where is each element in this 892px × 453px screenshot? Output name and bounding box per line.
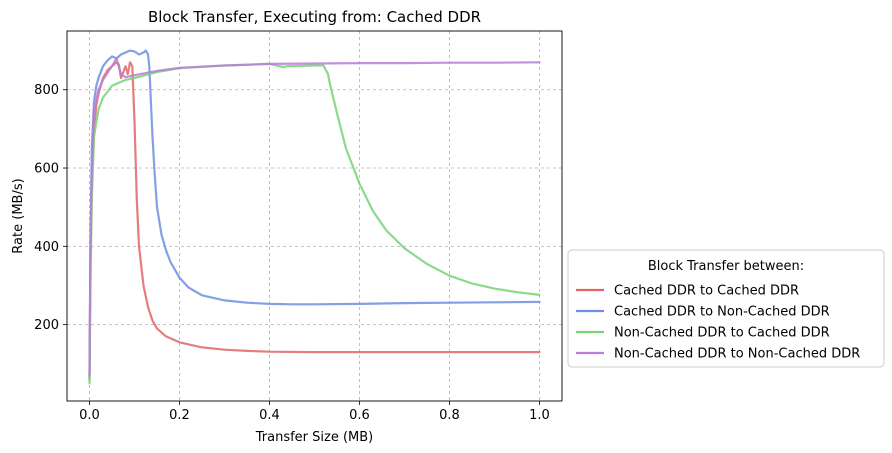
chart-title: Block Transfer, Executing from: Cached D… [148,8,481,26]
x-tick-label: 0.2 [169,408,190,423]
y-axis-title: Rate (MB/s) [11,178,26,253]
series-line [88,62,541,385]
x-tick-label: 1.0 [529,408,550,423]
legend: Block Transfer between: Cached DDR to Ca… [567,249,885,368]
plot-frame [66,30,563,402]
y-tick-label: 800 [34,83,59,98]
grid [67,31,562,401]
x-tick-label: 0.0 [79,408,100,423]
x-axis-title: Transfer Size (MB) [255,430,374,445]
axis-ticks: 0.0 0.2 0.4 0.6 0.8 1.0 200 400 600 800 [34,83,550,423]
series-line [88,49,541,381]
series-line [88,57,541,377]
x-tick-label: 0.6 [349,408,370,423]
legend-label: Cached DDR to Non-Cached DDR [614,305,830,320]
series-line [88,61,541,381]
legend-label: Non-Cached DDR to Cached DDR [614,326,830,341]
legend-label: Non-Cached DDR to Non-Cached DDR [614,347,860,362]
x-tick-label: 0.4 [259,408,280,423]
legend-label: Cached DDR to Cached DDR [614,284,799,299]
y-tick-label: 600 [34,162,59,177]
y-tick-label: 400 [34,240,59,255]
legend-box [567,249,885,368]
legend-items: Cached DDR to Cached DDR Cached DDR to No… [576,284,860,362]
plot-lines [88,49,541,385]
y-tick-label: 200 [34,318,59,333]
legend-title: Block Transfer between: [648,259,804,274]
x-tick-label: 0.8 [439,408,460,423]
